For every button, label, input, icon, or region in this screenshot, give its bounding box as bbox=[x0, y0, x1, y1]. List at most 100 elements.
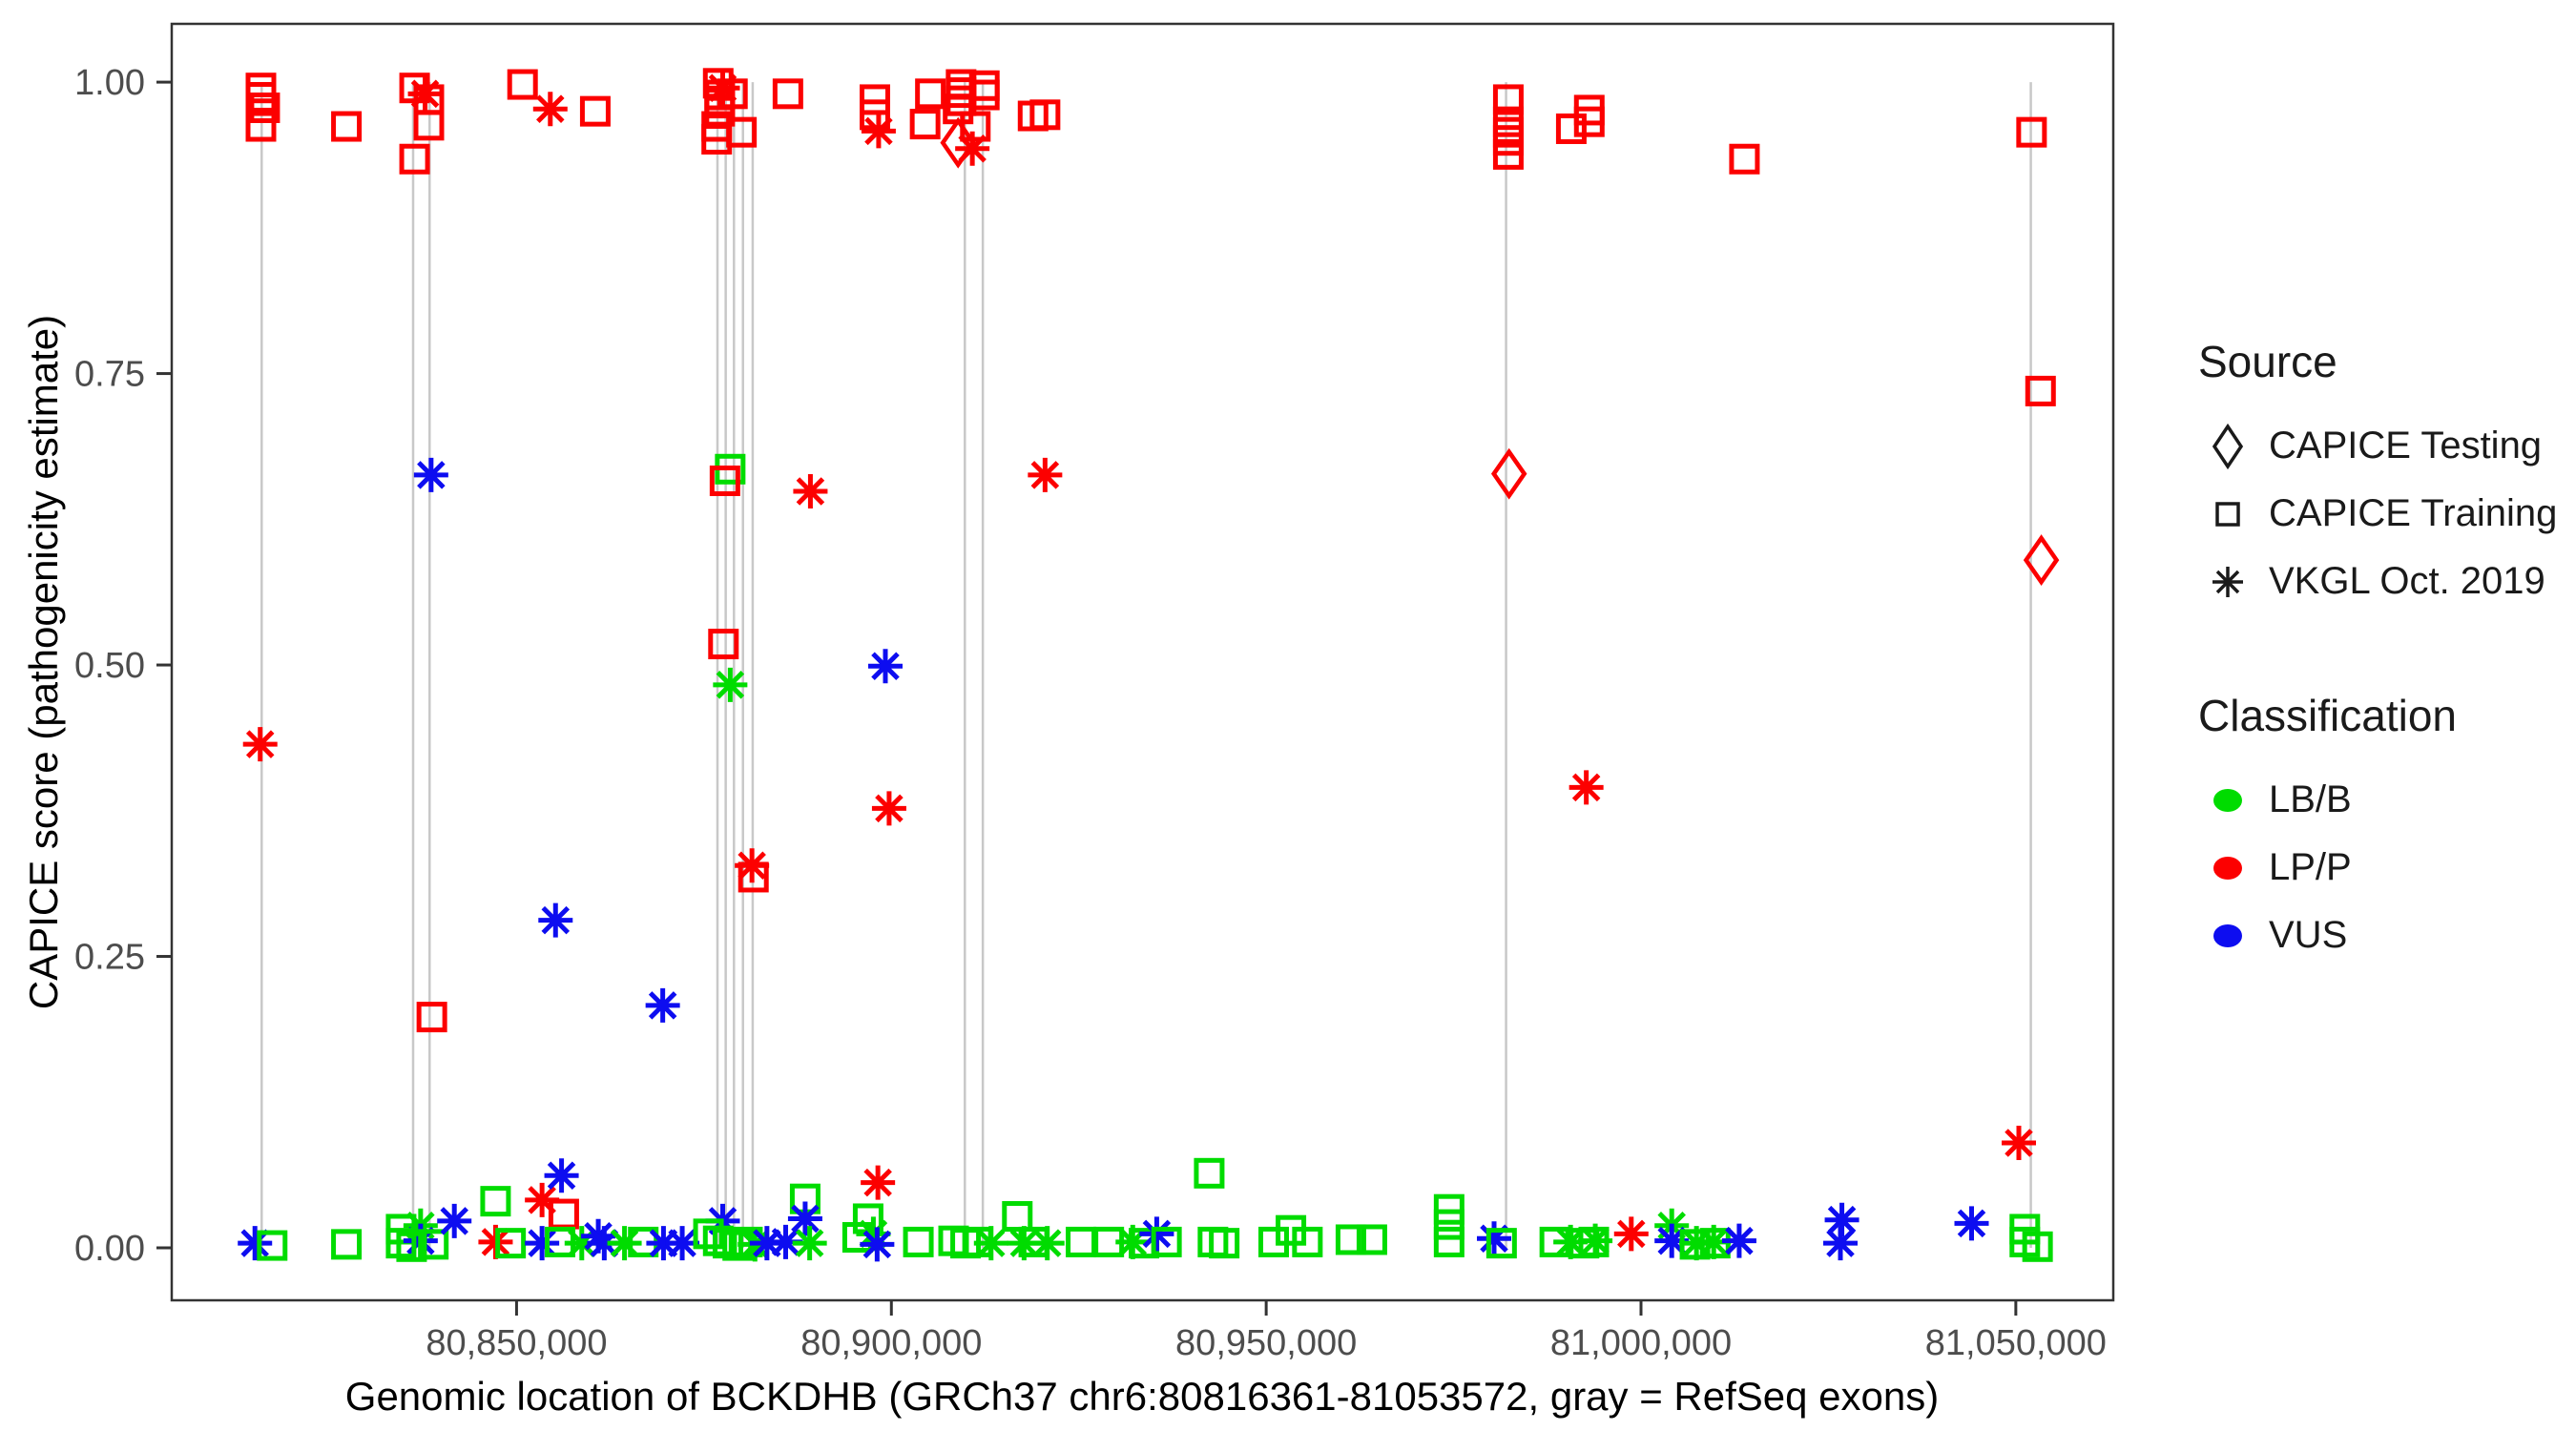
data-point-asterisk bbox=[242, 727, 278, 762]
data-point-square bbox=[399, 143, 430, 175]
y-tick-label: 0.75 bbox=[74, 355, 145, 395]
y-tick-label: 1.00 bbox=[74, 63, 145, 103]
data-point-asterisk bbox=[713, 667, 748, 702]
data-point-square bbox=[245, 111, 277, 142]
legend-source-items: CAPICE Testing CAPICE Training VKGL Oct. 2… bbox=[2198, 412, 2570, 615]
data-point-square bbox=[1573, 106, 1605, 137]
data-point-square bbox=[1209, 1228, 1240, 1259]
dot-icon bbox=[2213, 856, 2242, 880]
data-point-asterisk bbox=[532, 92, 568, 127]
data-point-asterisk bbox=[792, 1226, 827, 1261]
data-point-asterisk bbox=[1696, 1224, 1732, 1259]
dot-icon bbox=[2198, 840, 2257, 896]
data-point-square bbox=[1151, 1226, 1182, 1257]
data-point-square bbox=[1492, 84, 1524, 115]
data-point-asterisk bbox=[413, 457, 448, 492]
data-point-square bbox=[1433, 1209, 1465, 1240]
data-point-asterisk bbox=[646, 1226, 681, 1261]
data-point-square bbox=[1485, 1228, 1517, 1259]
data-point-asterisk bbox=[1578, 1223, 1613, 1258]
dot-icon bbox=[2213, 923, 2242, 947]
data-point-square bbox=[1433, 1226, 1465, 1257]
x-tick-label: 81,050,000 bbox=[1925, 1323, 2107, 1363]
dot-icon bbox=[2213, 856, 2242, 880]
data-point-square bbox=[1002, 1201, 1033, 1233]
legend-item: LP/P bbox=[2198, 834, 2570, 902]
data-point-asterisk bbox=[1028, 457, 1063, 492]
data-point-asterisk bbox=[749, 1226, 784, 1261]
legend: Source CAPICE Testing CAPICE Training VKGL… bbox=[2198, 336, 2570, 969]
data-point-square bbox=[418, 1229, 449, 1260]
data-point-square bbox=[1292, 1226, 1323, 1257]
square-icon bbox=[2198, 487, 2257, 542]
legend-item-label: LB/B bbox=[2269, 778, 2352, 820]
data-point-asterisk bbox=[538, 902, 573, 938]
data-point-asterisk bbox=[587, 1226, 622, 1261]
data-point-asterisk bbox=[868, 649, 903, 684]
dot-icon bbox=[2198, 773, 2257, 828]
data-point-square bbox=[909, 109, 941, 140]
data-point-asterisk bbox=[861, 114, 896, 149]
data-point-square bbox=[717, 78, 748, 110]
asterisk-icon bbox=[2198, 554, 2257, 610]
data-point-square bbox=[579, 95, 611, 127]
data-point-square bbox=[1194, 1157, 1225, 1189]
data-point-asterisk bbox=[607, 1226, 642, 1261]
y-tick-label: 0.50 bbox=[74, 646, 145, 686]
legend-item: VKGL Oct. 2019 bbox=[2198, 548, 2570, 615]
data-point-asterisk bbox=[1568, 770, 1604, 805]
x-tick-label: 80,850,000 bbox=[426, 1323, 607, 1363]
legend-source-title: Source bbox=[2198, 337, 2337, 386]
data-point-square bbox=[1492, 138, 1524, 170]
data-point-asterisk bbox=[1654, 1223, 1690, 1258]
diamond-icon bbox=[2198, 419, 2257, 474]
data-point-asterisk bbox=[1477, 1221, 1511, 1256]
legend-item-label: VKGL Oct. 2019 bbox=[2269, 560, 2545, 602]
x-tick-label: 80,950,000 bbox=[1175, 1323, 1357, 1363]
dot-icon bbox=[2213, 923, 2242, 947]
data-point-diamond bbox=[1490, 447, 1527, 500]
legend-classification-items: LB/B LP/P VUS bbox=[2198, 766, 2570, 969]
x-axis-title: Genomic location of BCKDHB (GRCh37 chr6:… bbox=[344, 1374, 1940, 1419]
data-point-asterisk bbox=[564, 1226, 599, 1261]
data-point-square bbox=[1555, 113, 1587, 144]
square-icon bbox=[2215, 501, 2240, 527]
data-point-square bbox=[548, 1198, 579, 1230]
data-point-asterisk bbox=[1029, 1226, 1065, 1261]
y-axis-title: CAPICE score (pathogenicity estimate) bbox=[21, 314, 66, 1010]
data-point-square bbox=[2016, 116, 2047, 148]
data-point-square bbox=[480, 1186, 511, 1217]
data-point-diamond bbox=[940, 116, 976, 169]
data-point-asterisk bbox=[407, 76, 443, 112]
x-tick-label: 80,900,000 bbox=[800, 1323, 982, 1363]
data-point-square bbox=[726, 116, 758, 148]
data-point-asterisk bbox=[787, 1201, 822, 1236]
data-point-square bbox=[257, 1230, 288, 1261]
data-point-square bbox=[331, 1229, 363, 1260]
data-point-asterisk bbox=[525, 1226, 560, 1261]
square-icon bbox=[2215, 501, 2240, 527]
legend-item-label: VUS bbox=[2269, 914, 2348, 956]
legend-item: CAPICE Testing bbox=[2198, 412, 2570, 480]
data-point-square bbox=[416, 1002, 447, 1033]
legend-item-label: CAPICE Testing bbox=[2269, 425, 2543, 467]
data-point-asterisk bbox=[1007, 1226, 1042, 1261]
data-point-square bbox=[915, 78, 946, 110]
data-point-asterisk bbox=[665, 1226, 700, 1261]
data-point-asterisk bbox=[645, 987, 680, 1023]
asterisk-icon bbox=[2212, 566, 2243, 597]
dot-icon bbox=[2213, 788, 2242, 812]
legend-classification-title: Classification bbox=[2198, 691, 2457, 740]
data-point-square bbox=[495, 1228, 527, 1259]
dot-icon bbox=[2213, 788, 2242, 812]
data-point-asterisk bbox=[856, 1216, 891, 1252]
data-point-square bbox=[331, 111, 363, 142]
data-point-asterisk bbox=[768, 1224, 803, 1259]
legend-item: LB/B bbox=[2198, 766, 2570, 834]
plot-panel-border bbox=[170, 22, 2115, 1302]
data-point-square bbox=[1335, 1224, 1366, 1255]
data-point-square bbox=[1066, 1226, 1097, 1257]
data-point-square bbox=[1029, 99, 1061, 131]
data-point-asterisk bbox=[1679, 1226, 1714, 1261]
